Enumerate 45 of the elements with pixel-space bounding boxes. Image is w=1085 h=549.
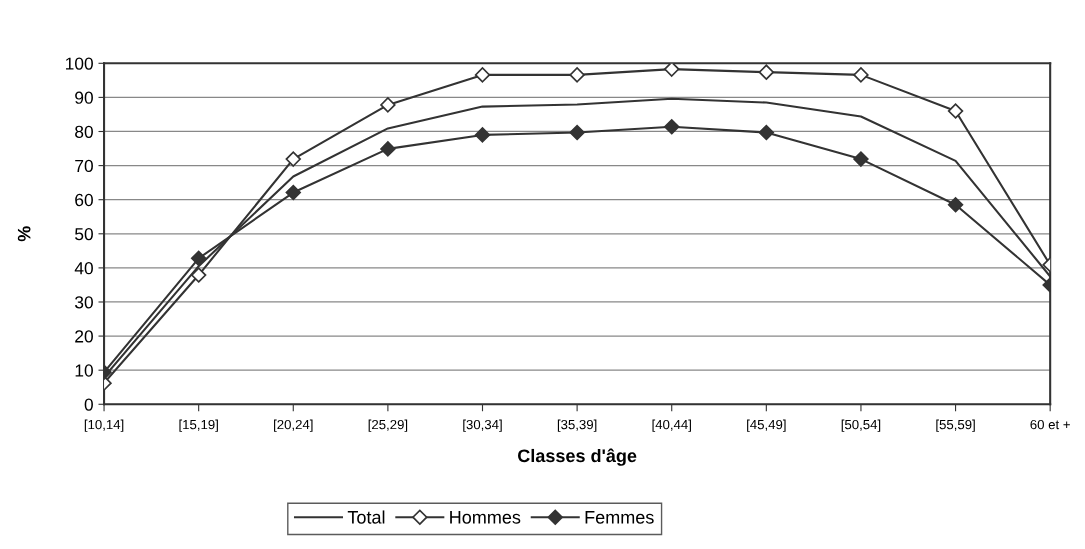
y-tick-label: 10 [75, 364, 93, 377]
x-tick-label: [30,34] [463, 419, 502, 432]
y-tick-label: 70 [75, 159, 93, 173]
y-tick-label: 40 [74, 262, 93, 275]
point [664, 119, 680, 135]
y-tick-label: 90 [75, 91, 93, 104]
x-tick-label: [35,39] [557, 419, 597, 432]
y-tick-label: 30 [74, 296, 93, 309]
y-axis-title: % [17, 226, 31, 242]
y-tick-label: 60 [75, 193, 93, 207]
point [664, 63, 680, 77]
legend-label: Hommes [450, 511, 521, 524]
x-tick-label: [10,14] [84, 419, 124, 432]
point [758, 64, 775, 80]
point [285, 151, 301, 167]
x-tick-label: [50,54] [841, 419, 881, 432]
point [474, 127, 491, 143]
x-tick-label: [25,29] [368, 419, 408, 432]
legend-label: Femmes [585, 511, 654, 524]
x-axis-title: Classes d'âge [518, 448, 637, 466]
x-tick-label: [15,19] [179, 419, 218, 432]
x-tick-label: [40,44] [652, 419, 691, 432]
x-tick-label: 60 et + [1030, 419, 1070, 430]
y-tick-label: 80 [75, 125, 93, 138]
point [853, 67, 869, 83]
point [947, 103, 964, 119]
y-tick-label: 20 [75, 330, 93, 343]
point [758, 124, 775, 141]
legend-label: Total [347, 510, 385, 524]
point [190, 267, 207, 283]
point [474, 67, 491, 83]
point [569, 124, 585, 141]
point [853, 151, 869, 167]
point [285, 184, 301, 201]
y-tick-label: 0 [84, 398, 93, 411]
point [190, 250, 207, 267]
point [380, 97, 396, 113]
y-tick-label: 50 [75, 227, 93, 241]
x-tick-label: [45,49] [747, 419, 786, 432]
y-tick-label: 100 [66, 57, 93, 70]
x-tick-label: [55,59] [936, 419, 975, 432]
point [569, 67, 585, 83]
x-tick-label: [20,24] [274, 419, 313, 432]
point [380, 141, 396, 157]
point [947, 197, 964, 213]
